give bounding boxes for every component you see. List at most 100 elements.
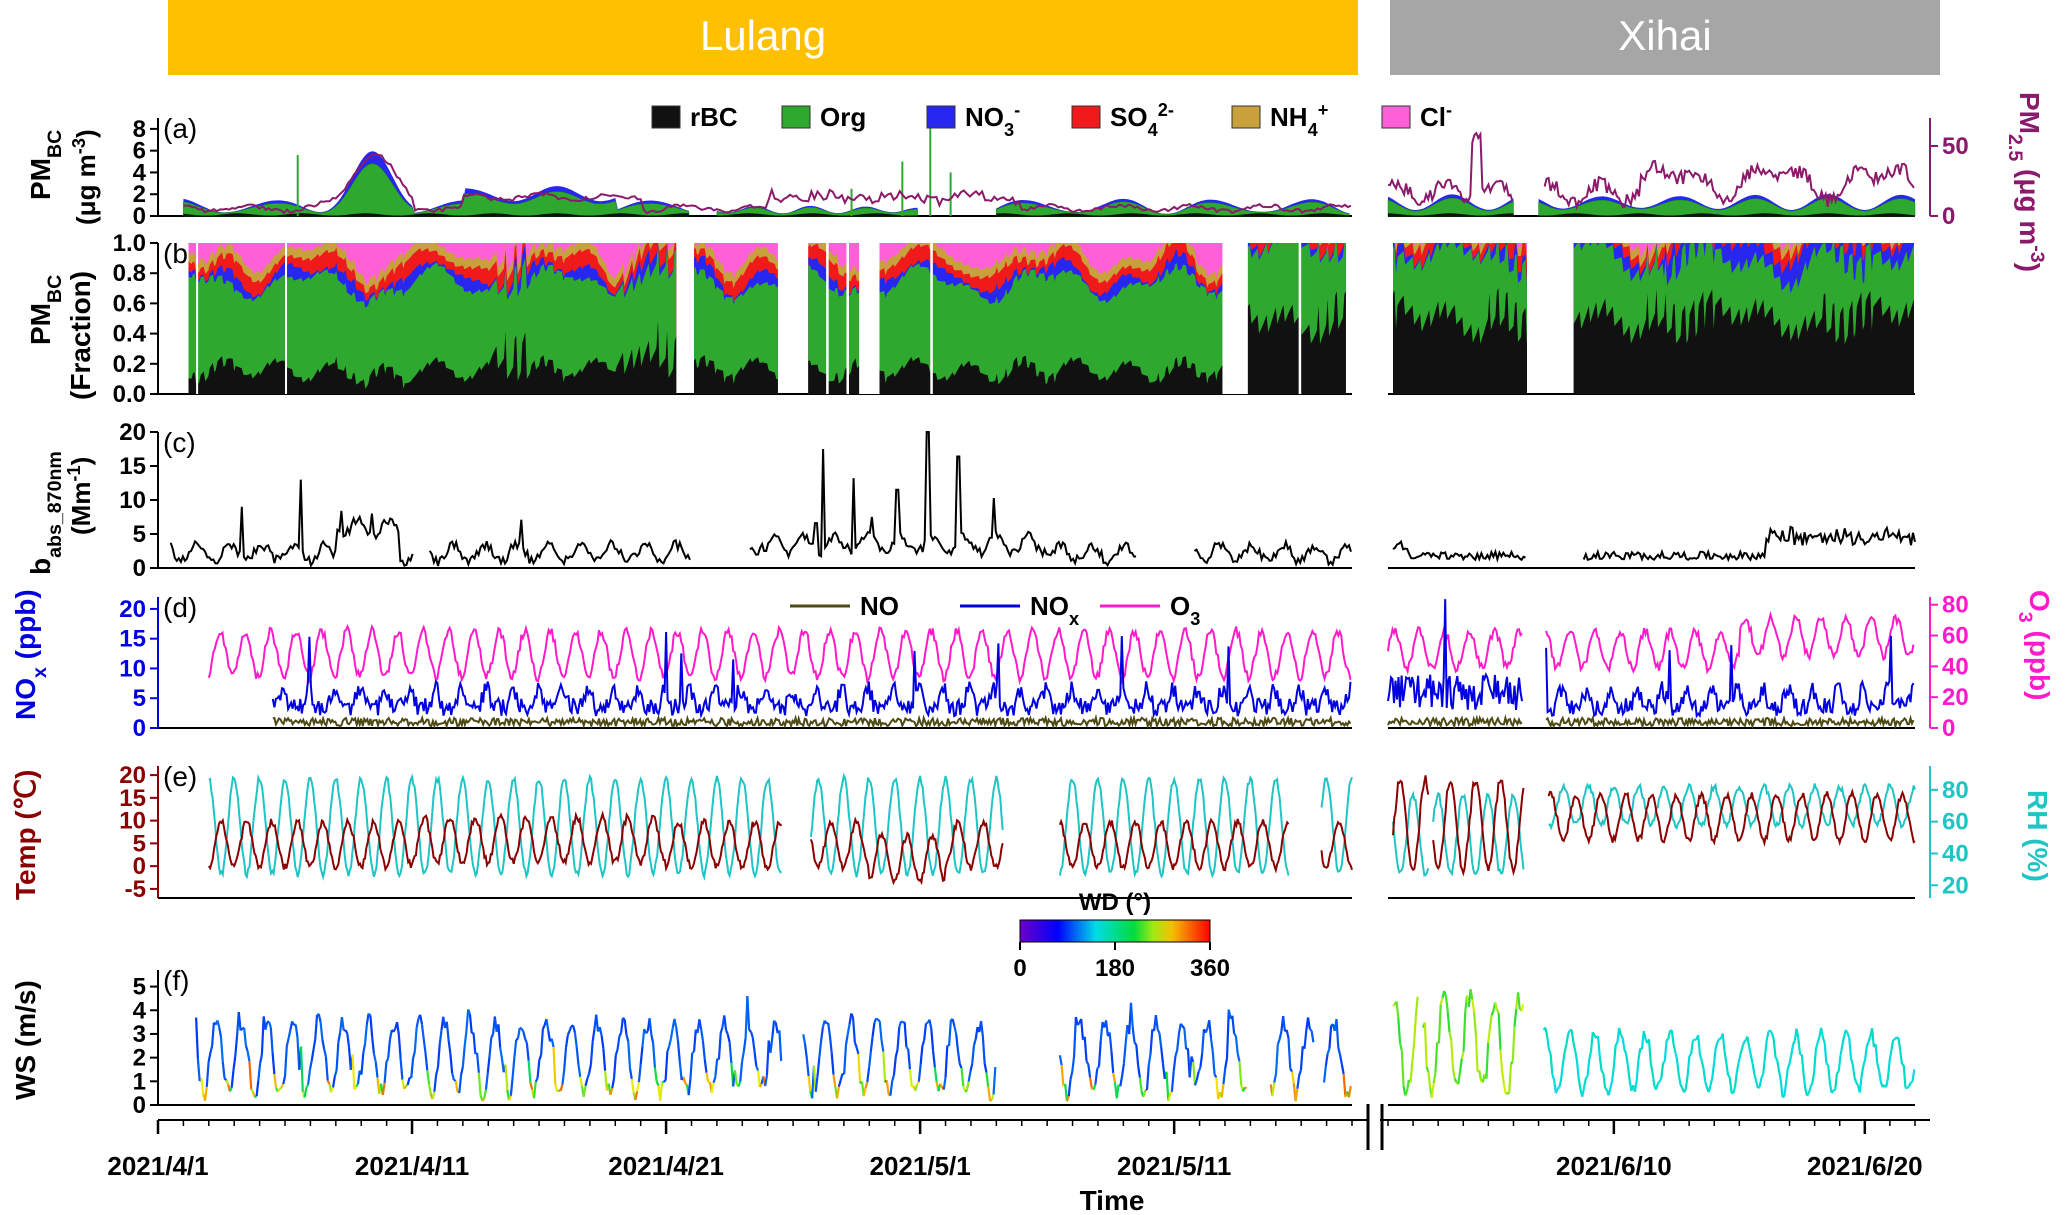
ws-segment [1755, 1080, 1759, 1089]
ws-segment [748, 1029, 752, 1033]
series-b-rbc-area [808, 355, 870, 394]
ws-segment [1700, 1060, 1705, 1069]
ws-segment [321, 1039, 326, 1050]
panel-label: (d) [163, 592, 197, 623]
ws-segment [1092, 1084, 1097, 1090]
ws-segment [917, 1064, 922, 1082]
ws-segment [846, 1024, 851, 1035]
ws-segment [563, 1047, 568, 1070]
ws-segment [1637, 1048, 1642, 1060]
ws-segment [678, 1061, 683, 1080]
series-b-rbc-area [1393, 287, 1527, 394]
ws-segment [1619, 1034, 1624, 1039]
ws-segment [534, 1077, 539, 1083]
ws-segment [1085, 1060, 1090, 1065]
ws-segment [1427, 1071, 1432, 1089]
y-tick-label: 2 [133, 181, 146, 208]
ws-segment [1609, 1080, 1614, 1089]
ws-segment [335, 1042, 340, 1071]
ws-segment [556, 1089, 560, 1093]
ws-segment [942, 1077, 947, 1090]
legend-label-org: Org [820, 102, 866, 132]
ws-segment [839, 1073, 844, 1081]
legend-label-nox: NOx [1030, 591, 1079, 629]
ws-segment [951, 1018, 956, 1027]
ws-segment [1347, 1085, 1352, 1098]
panel-label: (f) [163, 965, 189, 996]
series-pm25-line [183, 130, 1915, 215]
ws-segment [972, 1038, 977, 1046]
ws-segment [710, 1082, 715, 1094]
ws-segment [1711, 1063, 1716, 1079]
ws-segment [1457, 1071, 1462, 1085]
ws-segment [602, 1048, 607, 1071]
ws-segment [369, 1015, 374, 1038]
ws-segment [283, 1046, 288, 1077]
ws-segment [1495, 1008, 1500, 1014]
ws-segment [1309, 1028, 1313, 1032]
ws-segment [764, 1075, 769, 1087]
ws-segment [867, 1051, 872, 1068]
ws-segment [1322, 1065, 1327, 1083]
ws-segment [483, 1089, 488, 1099]
ws-segment [1469, 989, 1474, 1000]
ws-segment [516, 1027, 521, 1039]
ws-segment [673, 1018, 678, 1028]
ws-segment [1437, 1004, 1442, 1044]
y-tick-label: 15 [119, 785, 146, 812]
ws-segment [1298, 1069, 1302, 1076]
ws-segment [1797, 1038, 1802, 1055]
ws-segment [431, 1091, 436, 1100]
ws-segment [1511, 1026, 1516, 1062]
ws-segment [1692, 1038, 1696, 1042]
ws-segment [445, 1021, 450, 1041]
ws-segment [1238, 1061, 1243, 1086]
ws-segment [819, 1027, 824, 1042]
series-o3-line [207, 610, 1915, 686]
ws-segment [1649, 1062, 1654, 1073]
y-tick-label: 0.2 [113, 351, 146, 378]
ws-segment [196, 1058, 201, 1082]
ws-segment [312, 1038, 317, 1050]
ws-segment [588, 1064, 592, 1074]
ws-segment [645, 1030, 649, 1035]
ws-segment [355, 1083, 359, 1088]
ws-segment [1790, 1044, 1795, 1056]
ws-segment [676, 1041, 681, 1062]
x-tick-label: 2021/5/11 [1117, 1151, 1231, 1181]
y-tick-label: 20 [1942, 872, 1969, 899]
ws-segment [232, 1056, 237, 1071]
ws-segment [209, 1045, 214, 1054]
ws-segment [344, 1029, 349, 1034]
ws-segment [1885, 1078, 1889, 1088]
ws-segment [663, 1079, 667, 1083]
ws-segment [346, 1033, 351, 1048]
ws-segment [609, 1087, 614, 1096]
ws-segment [1855, 1081, 1859, 1086]
ws-segment [598, 1026, 603, 1036]
ws-segment [586, 1073, 591, 1080]
ws-segment [1626, 1065, 1631, 1081]
ws-segment [717, 1032, 722, 1060]
ws-segment [465, 1009, 470, 1031]
ws-segment [1231, 1015, 1236, 1034]
ws-segment [1097, 1040, 1102, 1067]
ws-segment [1698, 1054, 1703, 1061]
ws-segment [582, 1085, 587, 1097]
ws-segment [737, 1081, 742, 1087]
ws-segment [714, 1058, 719, 1077]
ws-segment [1181, 1025, 1186, 1029]
ws-segment [340, 1016, 345, 1031]
ws-segment [652, 1043, 657, 1068]
ws-segment [928, 1019, 933, 1030]
ws-segment [1647, 1039, 1652, 1063]
ws-segment [1405, 1079, 1410, 1092]
ws-segment [1290, 1071, 1295, 1084]
ws-segment [310, 1049, 315, 1061]
ws-segment [1234, 1035, 1239, 1054]
ws-segment [933, 1067, 938, 1083]
legend-swatch-org [781, 105, 811, 129]
ws-segment [837, 1080, 842, 1087]
ws-segment [468, 1014, 473, 1034]
ws-segment [1274, 1044, 1279, 1074]
